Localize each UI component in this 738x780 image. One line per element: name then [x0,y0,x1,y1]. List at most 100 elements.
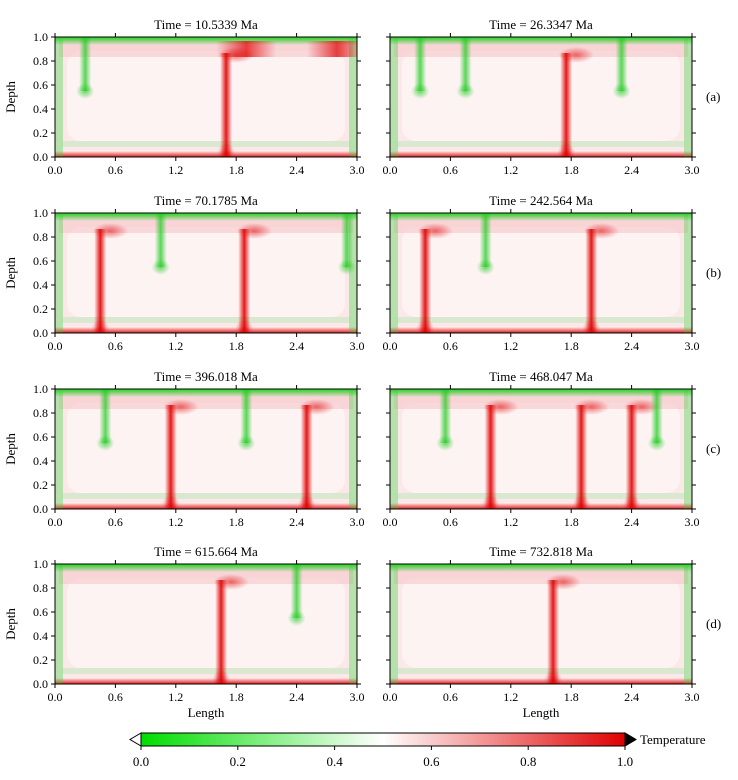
x-tick-label: 1.8 [229,515,244,529]
panel-5: Time = 396.018 Ma 0.0 0.6 1.2 1.8 2.4 3.0 0.0 0.… [3,369,365,529]
plot-frame [389,36,693,158]
upwelling-plume [217,47,255,157]
x-tick-label: 1.8 [564,515,579,529]
downwelling-slab [436,389,455,451]
colorbar-low-arrow [129,732,142,747]
y-tick-label: 0.8 [33,406,48,420]
x-tick-label: 0.6 [443,690,458,704]
upwelling-plume [622,399,660,509]
temperature-field [55,213,357,333]
y-tick-label: 0.0 [33,150,48,164]
x-tick-label: 0.0 [48,163,63,177]
temperature-field [390,564,692,684]
downwelling-slab [411,37,430,99]
y-tick-label: 0.8 [33,54,48,68]
x-tick-label: 2.4 [624,515,639,529]
downwelling-slab [612,37,631,99]
plot-frame [389,563,693,685]
x-tick-label: 1.8 [229,163,244,177]
x-tick-label: 3.0 [350,515,365,529]
x-tick-label: 3.0 [350,690,365,704]
y-axis-label: Depth [3,81,18,113]
x-tick-label: 1.2 [168,690,183,704]
x-tick-label: 1.2 [168,515,183,529]
downwelling-slab [237,389,256,451]
x-tick-label: 2.4 [289,690,304,704]
x-tick-label: 1.2 [503,339,518,353]
colorbar-tick-label: 0.2 [230,754,246,769]
x-tick-label: 2.4 [289,515,304,529]
plot-frame [54,388,358,510]
y-tick-label: 0.6 [33,78,48,92]
y-tick-label: 0.2 [33,478,48,492]
upwelling-plume [416,223,454,333]
temperature-field [390,389,692,509]
y-tick-label: 0.6 [33,605,48,619]
colorbar-label: Temperature [640,732,706,747]
downwelling-slab [151,213,170,275]
downwelling-slab [647,389,666,451]
x-tick-label: 3.0 [350,163,365,177]
panel-7: Time = 615.664 Ma 0.0 0.6 1.2 1.8 2.4 3.0 0.0 0.… [3,544,365,720]
plot-frame [54,212,358,334]
x-tick-label: 0.6 [108,163,123,177]
y-tick-label: 0.2 [33,653,48,667]
y-tick-label: 0.2 [33,126,48,140]
panel-title: Time = 70.1785 Ma [154,193,258,208]
y-tick-label: 0.4 [33,454,48,468]
x-tick-label: 0.6 [108,515,123,529]
x-tick-label: 1.2 [503,163,518,177]
y-tick-label: 1.0 [33,382,48,396]
x-tick-label: 0.6 [443,515,458,529]
upwelling-plume [582,223,620,333]
downwelling-slab [456,37,475,99]
x-tick-label: 1.8 [564,339,579,353]
downwelling-slab [96,389,115,451]
row-label: (d) [706,616,721,631]
x-tick-label: 2.4 [624,163,639,177]
upwelling-plume [91,223,129,333]
x-tick-label: 1.8 [229,690,244,704]
y-tick-label: 0.0 [33,326,48,340]
upwelling-plume [572,399,610,509]
x-tick-label: 1.8 [564,690,579,704]
y-tick-label: 0.0 [33,677,48,691]
y-tick-label: 1.0 [33,206,48,220]
colorbar-tick-label: 0.6 [423,754,440,769]
upwelling-plume [161,399,199,509]
panel-title: Time = 615.664 Ma [154,544,258,559]
downwelling-slab [287,564,306,626]
x-tick-label: 1.8 [229,339,244,353]
x-tick-label: 2.4 [624,690,639,704]
colorbar-bar [140,732,626,747]
panel-3: Time = 70.1785 Ma 0.0 0.6 1.2 1.8 2.4 3.0 0.0 0.… [3,193,365,353]
upwelling-plume [212,574,250,684]
x-tick-label: 0.0 [48,690,63,704]
x-tick-label: 0.0 [48,339,63,353]
upwelling-plume [235,223,273,333]
x-tick-label: 0.0 [383,690,398,704]
plot-frame [54,563,358,685]
upwelling-plume [297,399,335,509]
y-axis-label: Depth [3,257,18,289]
x-tick-label: 1.2 [168,163,183,177]
row-label: (c) [706,441,720,456]
x-tick-label: 1.2 [503,515,518,529]
plot-frame [389,212,693,334]
colorbar-high-arrow [624,732,637,747]
x-tick-label: 1.8 [564,163,579,177]
x-tick-label: 3.0 [685,515,700,529]
x-tick-label: 0.6 [443,163,458,177]
colorbar: 0.0 0.2 0.4 0.6 0.8 1.0 Temperature [129,732,706,769]
x-tick-label: 1.2 [503,690,518,704]
panel-8: Time = 732.818 Ma 0.0 0.6 1.2 1.8 2.4 3.0 (d) Le… [383,544,722,720]
y-tick-label: 0.4 [33,629,48,643]
row-label: (a) [706,89,720,104]
colorbar-tick-label: 1.0 [617,754,633,769]
y-tick-label: 0.6 [33,430,48,444]
x-tick-label: 0.6 [108,339,123,353]
x-axis-label: Length [188,705,225,720]
temperature-field [55,564,357,684]
y-axis-label: Depth [3,433,18,465]
